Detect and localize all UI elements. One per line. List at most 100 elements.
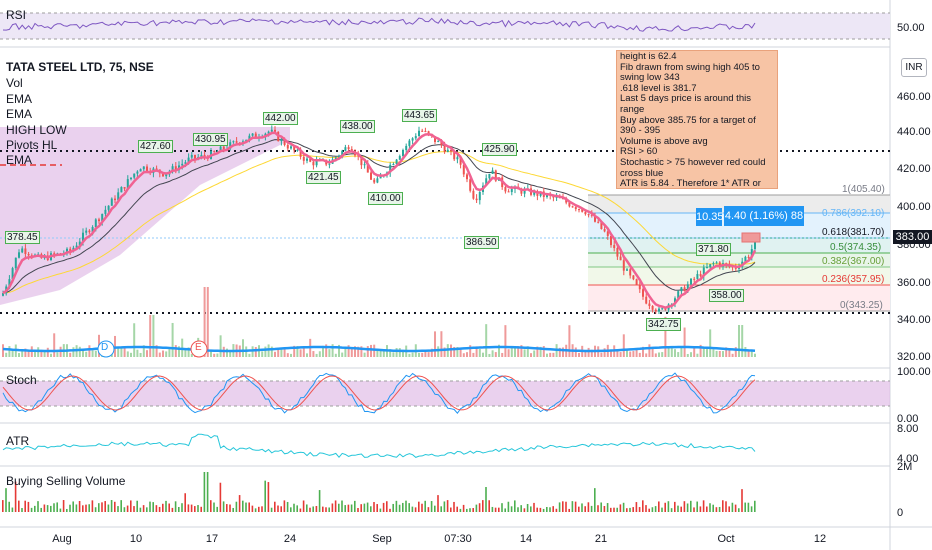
volume-bar <box>402 351 404 357</box>
measure-right-value[interactable]: 4.40 (1.16%) 88 <box>724 206 804 226</box>
volume-bar <box>341 352 344 357</box>
candle-body <box>648 303 651 307</box>
volume-bar <box>293 345 296 357</box>
buying-selling-bar <box>72 501 74 512</box>
volume-bar <box>533 350 536 357</box>
swing-label[interactable]: 438.00 <box>340 120 375 133</box>
legend-pivots-hl[interactable]: Pivots HL <box>6 138 58 152</box>
swing-label[interactable]: 358.00 <box>709 289 744 302</box>
candle-body <box>146 166 148 172</box>
buying-selling-bar <box>440 506 442 512</box>
volume-bar <box>338 344 340 357</box>
candle-body <box>203 154 206 157</box>
candle-body <box>82 232 84 242</box>
volume-pane-label[interactable]: Buying Selling Volume <box>6 474 126 488</box>
earnings-marker[interactable] <box>190 340 208 358</box>
legend-ema-2[interactable]: EMA <box>6 107 33 121</box>
volume-bar <box>715 350 718 357</box>
buying-selling-bar <box>341 500 343 512</box>
swing-label[interactable]: 386.50 <box>464 236 499 249</box>
swing-label[interactable]: 342.75 <box>646 318 681 331</box>
volume-bar <box>693 346 696 357</box>
volume-bar <box>11 349 14 357</box>
high-low-zone <box>0 127 290 305</box>
swing-label[interactable]: 371.80 <box>696 243 731 256</box>
note-line: Volume is above avg <box>620 135 708 147</box>
legend-ema-1[interactable]: EMA <box>6 92 33 106</box>
candle-body <box>338 155 340 158</box>
swing-label[interactable]: 427.60 <box>138 140 173 153</box>
stoch-pane-label[interactable]: Stoch <box>6 373 37 387</box>
candle-body <box>603 229 606 232</box>
buying-selling-bar <box>66 508 68 512</box>
buying-selling-bar <box>651 507 654 512</box>
candle-body <box>405 145 408 151</box>
buying-selling-bar <box>114 501 116 512</box>
buying-selling-bar <box>578 506 580 512</box>
legend-high-low[interactable]: HIGH LOW <box>6 123 67 137</box>
candle-body <box>75 245 78 248</box>
volume-bar <box>674 349 676 357</box>
candle-body <box>590 214 593 216</box>
buying-selling-bar <box>322 506 324 512</box>
atr-pane-label[interactable]: ATR <box>6 434 30 448</box>
candle-body <box>286 144 289 149</box>
swing-label[interactable]: 425.90 <box>482 143 517 156</box>
buying-selling-bar <box>91 500 94 512</box>
price-axis-label: 420.00 <box>897 163 931 175</box>
buying-selling-bar <box>690 500 692 512</box>
buying-selling-bar <box>603 505 606 512</box>
buying-selling-bar <box>360 504 362 512</box>
buying-selling-bar <box>555 508 558 512</box>
volume-bar <box>450 344 452 357</box>
rsi-pane-label[interactable]: RSI <box>6 8 27 22</box>
time-axis[interactable]: Aug 10 17 24 Sep 07:30 14 21 Oct 12 <box>52 533 826 545</box>
position-tool-handle[interactable] <box>741 232 761 243</box>
buying-selling-bar <box>98 503 100 512</box>
buying-selling-bar <box>149 501 151 512</box>
buying-selling-bar <box>398 504 401 512</box>
buying-selling-bar <box>216 506 218 512</box>
candle-body <box>274 129 276 133</box>
buying-selling-bar <box>533 502 535 512</box>
volume-bar <box>149 315 152 357</box>
dividend-marker[interactable] <box>97 340 115 358</box>
buying-selling-bar <box>427 507 430 512</box>
buying-selling-bar <box>722 500 724 512</box>
swing-label[interactable]: 421.45 <box>306 171 341 184</box>
buying-selling-bar <box>610 507 612 512</box>
measure-left-value[interactable]: 10.35 <box>696 208 724 226</box>
swing-label[interactable]: 442.00 <box>263 112 298 125</box>
buying-selling-bar <box>526 503 529 512</box>
buying-selling-bar <box>248 502 250 512</box>
buying-selling-bar <box>213 502 215 512</box>
swing-label[interactable]: 443.65 <box>402 109 437 122</box>
volume-bar <box>469 345 472 357</box>
price-axis[interactable]: 460.00440.00420.00400.00380.00360.00340.… <box>897 22 931 519</box>
candle-body <box>85 230 88 233</box>
volume-bar <box>171 322 174 357</box>
currency-badge[interactable]: INR <box>901 58 927 77</box>
candle-body <box>290 146 292 149</box>
buying-selling-bar <box>629 507 631 512</box>
text-note[interactable]: height is 62.4 Fib drawn from swing high… <box>616 50 778 189</box>
swing-label[interactable]: 378.45 <box>5 231 40 244</box>
legend-ema-3[interactable]: EMA <box>6 153 33 167</box>
volume-bar <box>638 352 641 357</box>
volume-bar <box>478 349 481 357</box>
candle-body <box>584 211 587 215</box>
buying-selling-bar <box>485 487 487 512</box>
candle-body <box>619 256 622 261</box>
candle-body <box>104 209 107 214</box>
buying-selling-bar <box>30 507 33 512</box>
swing-label[interactable]: 410.00 <box>368 192 403 205</box>
volume-bar <box>709 329 712 357</box>
volume-bar <box>117 347 120 357</box>
buying-selling-bar <box>648 508 650 512</box>
symbol-title[interactable]: TATA STEEL LTD, 75, NSE <box>6 60 154 74</box>
legend-vol[interactable]: Vol <box>6 76 23 90</box>
volume-bar <box>178 346 180 357</box>
swing-label[interactable]: 430.95 <box>193 133 228 146</box>
last-price-tag[interactable]: 383.00 <box>893 230 932 244</box>
